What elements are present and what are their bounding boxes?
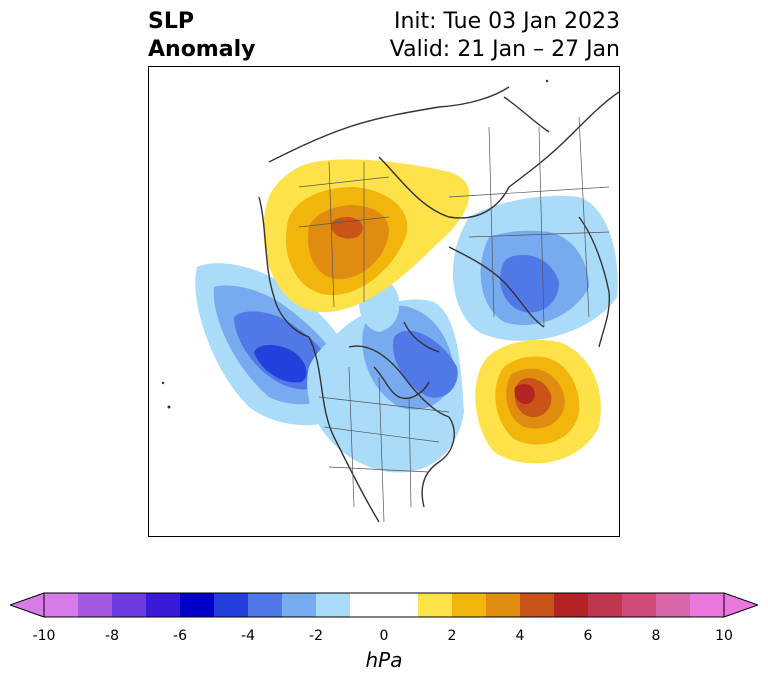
colorbar-unit-label: hPa [365, 648, 403, 672]
colorbar-segment [588, 593, 623, 617]
colorbar-segment [690, 593, 725, 617]
title-line-2: Anomaly [148, 37, 256, 62]
colorbar-tick-label: 10 [715, 628, 733, 644]
colorbar-tick-label: -8 [105, 628, 119, 644]
colorbar-min-arrow [10, 592, 45, 618]
high-anomaly-alaska [263, 159, 470, 313]
colorbar-tick-label: 0 [379, 628, 389, 644]
anomaly-map [161, 79, 619, 523]
colorbar-tick-label: 8 [651, 628, 661, 644]
colorbar-tick-label: -2 [309, 628, 323, 644]
borders [298, 116, 610, 523]
colorbar-segment [248, 593, 283, 617]
valid-range: Valid: 21 Jan – 27 Jan [389, 37, 620, 62]
colorbar-segment [44, 593, 79, 617]
colorbar-segment [146, 593, 181, 617]
coastlines [258, 86, 619, 523]
colorbar-segment [554, 593, 589, 617]
colorbar-segment [486, 593, 521, 617]
low-anomaly-europe [452, 195, 618, 341]
colorbar-tick-label: 6 [583, 628, 593, 644]
colorbar-segment [418, 593, 453, 617]
title-line-1: SLP [148, 9, 194, 34]
low-anomaly-canada [307, 299, 464, 473]
map-title: SLP Anomaly [148, 8, 255, 64]
colorbar-segment [78, 593, 113, 617]
colorbar-segment [384, 593, 419, 617]
colorbar-segment [282, 593, 317, 617]
colorbar-segment [350, 593, 385, 617]
colorbar-segment [452, 593, 487, 617]
colorbar-max-arrow [723, 592, 758, 618]
high-anomaly-atlantic [475, 340, 601, 464]
colorbar-outline [43, 592, 725, 618]
init-date: Init: Tue 03 Jan 2023 [393, 9, 620, 34]
colorbar [10, 592, 758, 618]
colorbar-tick-label: 2 [447, 628, 457, 644]
colorbar-segment [112, 593, 147, 617]
colorbar-tick-label: -6 [173, 628, 187, 644]
colorbar-tick-label: -4 [241, 628, 255, 644]
colorbar-segment [622, 593, 657, 617]
colorbar-segment [316, 593, 351, 617]
colorbar-tick-label: -10 [32, 628, 56, 644]
islands [161, 79, 549, 409]
colorbar-segment [520, 593, 555, 617]
date-info: Init: Tue 03 Jan 2023 Valid: 21 Jan – 27… [390, 8, 620, 64]
map-panel [148, 66, 620, 537]
colorbar-segment [656, 593, 691, 617]
colorbar-segment [214, 593, 249, 617]
colorbar-tick-label: 4 [515, 628, 525, 644]
colorbar-segment [180, 593, 215, 617]
